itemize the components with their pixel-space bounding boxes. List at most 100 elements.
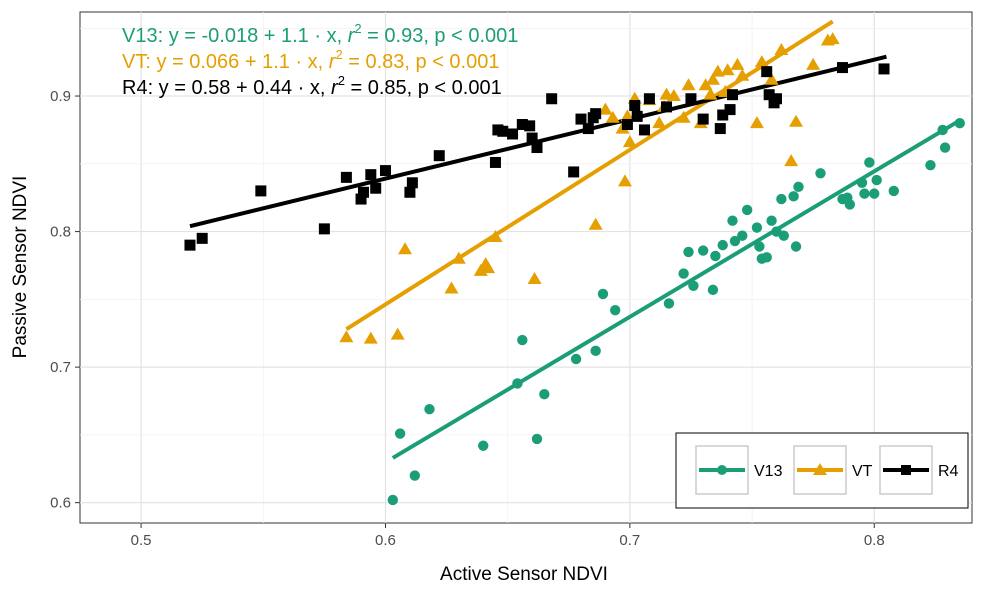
data-points <box>184 32 965 506</box>
point-v13 <box>788 191 799 202</box>
point-v13 <box>717 239 728 251</box>
point-r4 <box>433 150 445 162</box>
point-vt <box>825 32 840 45</box>
legend-marker-vt <box>813 463 827 475</box>
legend: V13 VT R4 <box>675 432 969 509</box>
point-v13 <box>697 245 709 256</box>
legend-label-vt: VT <box>852 463 873 480</box>
y-axis-label: Passive Sensor NDVI <box>10 176 31 359</box>
x-tick-label: 0.6 <box>375 532 396 549</box>
point-vt <box>339 330 354 343</box>
point-v13 <box>754 241 765 252</box>
y-axis-ticks: 0.6 0.7 0.8 0.9 <box>50 88 80 512</box>
point-r4 <box>836 62 848 74</box>
point-vt <box>598 102 613 115</box>
legend-marker-r4 <box>901 465 911 475</box>
point-v13 <box>707 284 719 296</box>
point-v13 <box>864 157 875 168</box>
y-tick-label: 0.8 <box>50 224 71 241</box>
point-vt <box>666 89 681 102</box>
point-r4 <box>643 93 655 105</box>
annotation-r4: R4: y = 0.58 + 0.44 · x, r2 = 0.85, p < … <box>122 73 502 99</box>
point-v13 <box>727 215 738 226</box>
point-vt <box>390 327 405 340</box>
point-r4 <box>639 124 651 136</box>
point-r4 <box>590 108 602 120</box>
point-v13 <box>741 204 753 216</box>
point-vt <box>652 116 667 129</box>
legend-label-r4: R4 <box>938 463 959 480</box>
point-v13 <box>869 188 880 199</box>
x-tick-label: 0.5 <box>131 532 152 549</box>
point-r4 <box>507 128 519 140</box>
point-r4 <box>582 123 594 135</box>
point-r4 <box>355 193 367 205</box>
point-vt <box>735 68 750 81</box>
point-vt <box>681 78 696 91</box>
point-v13 <box>610 304 621 316</box>
point-v13 <box>871 174 882 186</box>
point-r4 <box>255 185 267 197</box>
point-r4 <box>629 100 641 112</box>
point-r4 <box>661 101 673 113</box>
regression-equations: V13: y = -0.018 + 1.1 · x, r2 = 0.93, p … <box>122 21 518 99</box>
point-v13 <box>790 241 802 252</box>
point-v13 <box>737 230 748 241</box>
point-v13 <box>751 222 763 233</box>
point-r4 <box>489 156 501 168</box>
point-r4 <box>724 104 736 116</box>
point-v13 <box>954 117 965 129</box>
point-v13 <box>678 268 689 279</box>
point-r4 <box>546 93 558 105</box>
point-r4 <box>524 120 536 132</box>
point-v13 <box>778 230 790 241</box>
annotation-v13: V13: y = -0.018 + 1.1 · x, r2 = 0.93, p … <box>122 21 518 47</box>
point-r4 <box>318 223 330 235</box>
point-v13 <box>815 168 826 179</box>
point-r4 <box>568 166 580 178</box>
point-r4 <box>531 142 543 154</box>
point-vt <box>806 57 821 70</box>
point-vt <box>774 42 789 55</box>
point-r4 <box>727 89 739 101</box>
point-vt <box>363 331 378 344</box>
point-r4 <box>526 132 538 144</box>
point-v13 <box>859 188 870 199</box>
point-vt <box>720 63 735 76</box>
point-vt <box>676 110 691 123</box>
fit-line-vt <box>345 19 834 331</box>
point-vt <box>710 64 725 77</box>
point-r4 <box>621 119 633 131</box>
point-vt <box>588 217 603 230</box>
point-vt <box>789 114 804 127</box>
point-v13 <box>409 470 421 481</box>
point-v13 <box>688 280 699 291</box>
point-v13 <box>766 215 777 226</box>
point-r4 <box>770 93 782 105</box>
fit-line-v13 <box>391 118 961 460</box>
point-v13 <box>856 177 868 188</box>
point-r4 <box>497 125 509 137</box>
y-tick-label: 0.9 <box>50 88 71 105</box>
point-vt <box>620 109 635 122</box>
point-v13 <box>590 345 601 357</box>
point-vt <box>444 281 459 294</box>
point-vt <box>451 251 466 264</box>
point-v13 <box>761 252 772 263</box>
point-vt <box>754 55 769 68</box>
point-r4 <box>631 110 643 122</box>
point-vt <box>481 261 496 274</box>
point-v13 <box>776 193 787 205</box>
x-tick-label: 0.8 <box>864 532 885 549</box>
point-r4 <box>763 89 775 101</box>
point-vt <box>617 174 632 187</box>
point-vt <box>698 78 713 91</box>
point-r4 <box>516 119 528 131</box>
point-vt <box>527 272 542 285</box>
point-vt <box>730 57 745 70</box>
point-vt <box>764 72 779 85</box>
point-v13 <box>539 389 550 400</box>
point-r4 <box>404 186 416 198</box>
point-r4 <box>714 123 726 135</box>
